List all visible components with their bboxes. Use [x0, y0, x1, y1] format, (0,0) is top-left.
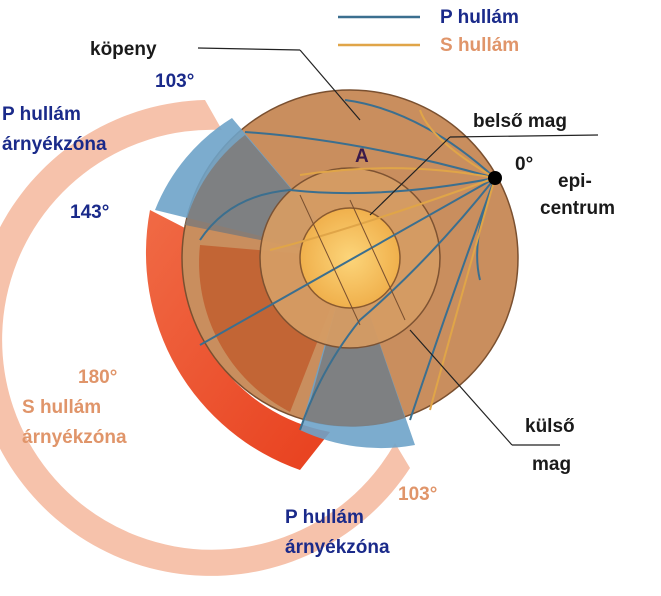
s-shadow-label-1: S hullám — [22, 397, 101, 418]
deg-103-top-label: 103° — [155, 71, 194, 92]
s-shadow-fill — [145, 210, 330, 470]
legend-s-label: S hullám — [440, 35, 519, 56]
epicenter-dot — [488, 171, 502, 185]
deg-180-label: 180° — [78, 367, 117, 388]
mantle-label: köpeny — [90, 39, 157, 60]
epicenter-label-1: epi- — [558, 171, 592, 192]
epicenter-label-2: centrum — [540, 198, 615, 219]
deg-103-bottom-label: 103° — [398, 484, 437, 505]
p-shadow-top-label-1: P hullám — [2, 104, 81, 125]
legend-p-label: P hullám — [440, 7, 519, 28]
point-a-label: A — [355, 146, 369, 167]
leader-lines — [197, 47, 599, 446]
p-shadow-bottom-label-1: P hullám — [285, 507, 364, 528]
outer-core-label-2: mag — [532, 454, 571, 475]
inner-core-label: belső mag — [473, 111, 567, 132]
inner-core-disc — [299, 207, 401, 309]
outer-core-label-1: külső — [525, 416, 575, 437]
wave-rays — [199, 99, 496, 431]
deg-143-label: 143° — [70, 202, 109, 223]
p-shadow-bottom-label-2: árnyékzóna — [285, 537, 390, 558]
p-shadow-top-label-2: árnyékzóna — [2, 134, 107, 155]
zero-degree-label: 0° — [515, 154, 533, 175]
s-shadow-label-2: árnyékzóna — [22, 427, 127, 448]
